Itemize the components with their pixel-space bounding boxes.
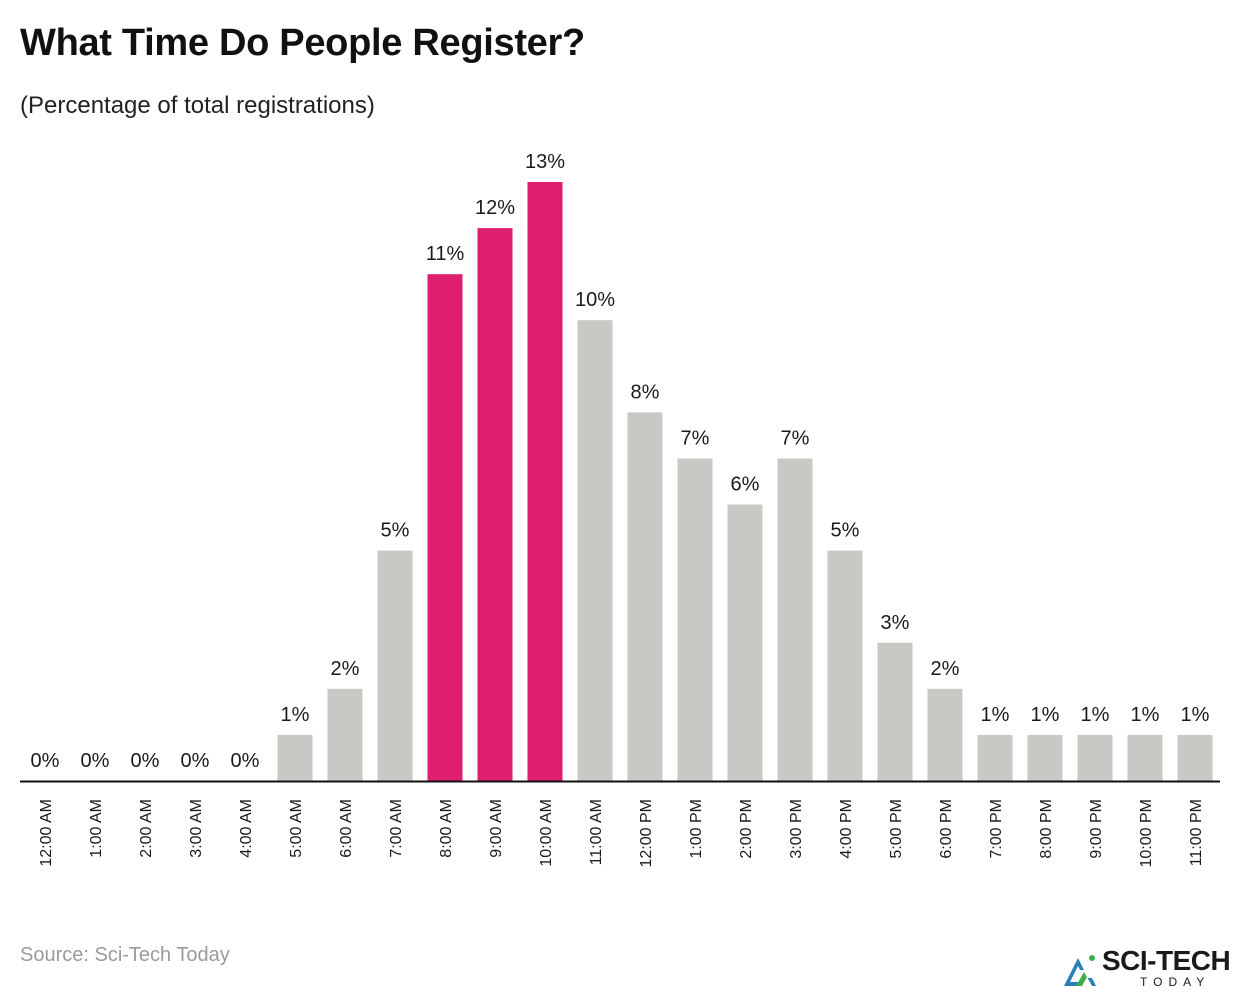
bar [377,550,413,781]
bar [1077,734,1113,781]
logo-text: SCI-TECH [1102,945,1231,976]
x-tick-label: 5:00 PM [888,799,905,859]
data-label: 1% [1031,704,1060,726]
x-tick-label: 12:00 PM [638,799,655,867]
x-tick-label: 4:00 AM [238,799,255,858]
bar [877,642,913,781]
x-tick-label: 6:00 PM [938,799,955,859]
x-tick-label: 5:00 AM [288,799,305,858]
data-label: 0% [131,750,160,772]
x-tick-label: 10:00 PM [1138,799,1155,867]
bar [1127,734,1163,781]
x-tick-label: 8:00 PM [1038,799,1055,859]
data-label: 13% [525,151,565,173]
x-tick-label: 12:00 AM [38,799,55,867]
x-tick-label: 4:00 PM [838,799,855,859]
x-tick-label: 6:00 AM [338,799,355,858]
bar [777,458,813,781]
bar [327,688,363,781]
x-tick-label: 3:00 AM [188,799,205,858]
bar [927,688,963,781]
bar [727,504,763,781]
data-label: 1% [1181,704,1210,726]
data-label: 6% [731,474,760,496]
bar-chart: 0% 12:00 AM 0% 1:00 AM 0% 2:00 AM 0% 3:00 AM 0% 4… [20,151,1220,867]
data-label: 11% [426,243,465,265]
x-tick-label: 3:00 PM [788,799,805,859]
sci-tech-today-logo: SCI-TECH TODAY [1062,946,1238,990]
data-label: 7% [781,428,810,450]
data-label: 8% [631,381,660,403]
data-label: 5% [831,520,860,542]
bar [827,550,863,781]
chart-subtitle: (Percentage of total registrations) [20,92,375,119]
bar [527,182,563,781]
x-tick-label: 8:00 AM [438,799,455,858]
data-label: 5% [381,520,410,542]
data-label: 3% [881,612,910,634]
x-tick-label: 1:00 PM [688,799,705,859]
bar [977,734,1013,781]
data-label: 0% [231,750,260,772]
logo-subtext: TODAY [1140,975,1211,989]
bar [477,228,513,782]
bar [1027,734,1063,781]
data-label: 1% [981,704,1010,726]
bar [677,458,713,781]
source-note: Source: Sci-Tech Today [20,944,230,966]
x-tick-label: 1:00 AM [88,799,105,858]
data-label: 0% [181,750,210,772]
data-label: 7% [681,428,710,450]
data-label: 1% [1131,704,1160,726]
x-tick-label: 2:00 AM [138,799,155,858]
data-label: 0% [81,750,110,772]
data-label: 1% [281,704,310,726]
x-tick-label: 9:00 AM [488,799,505,858]
bar [427,274,463,781]
data-label: 2% [931,658,960,680]
chart-title: What Time Do People Register? [20,22,585,64]
bar [277,734,313,781]
x-tick-label: 7:00 AM [388,799,405,858]
data-label: 10% [575,289,615,311]
data-label: 0% [31,750,60,772]
data-label: 2% [331,658,360,680]
data-label: 1% [1081,704,1110,726]
x-tick-label: 9:00 PM [1088,799,1105,859]
x-tick-label: 11:00 AM [588,799,605,865]
x-tick-label: 11:00 PM [1188,799,1205,866]
data-label: 12% [475,197,515,219]
x-tick-label: 2:00 PM [738,799,755,859]
logo-mountain-icon [1064,955,1096,986]
bar [577,320,613,781]
bar [627,412,663,781]
x-tick-label: 7:00 PM [988,799,1005,859]
x-tick-label: 10:00 AM [538,799,555,867]
bar [1177,734,1213,781]
